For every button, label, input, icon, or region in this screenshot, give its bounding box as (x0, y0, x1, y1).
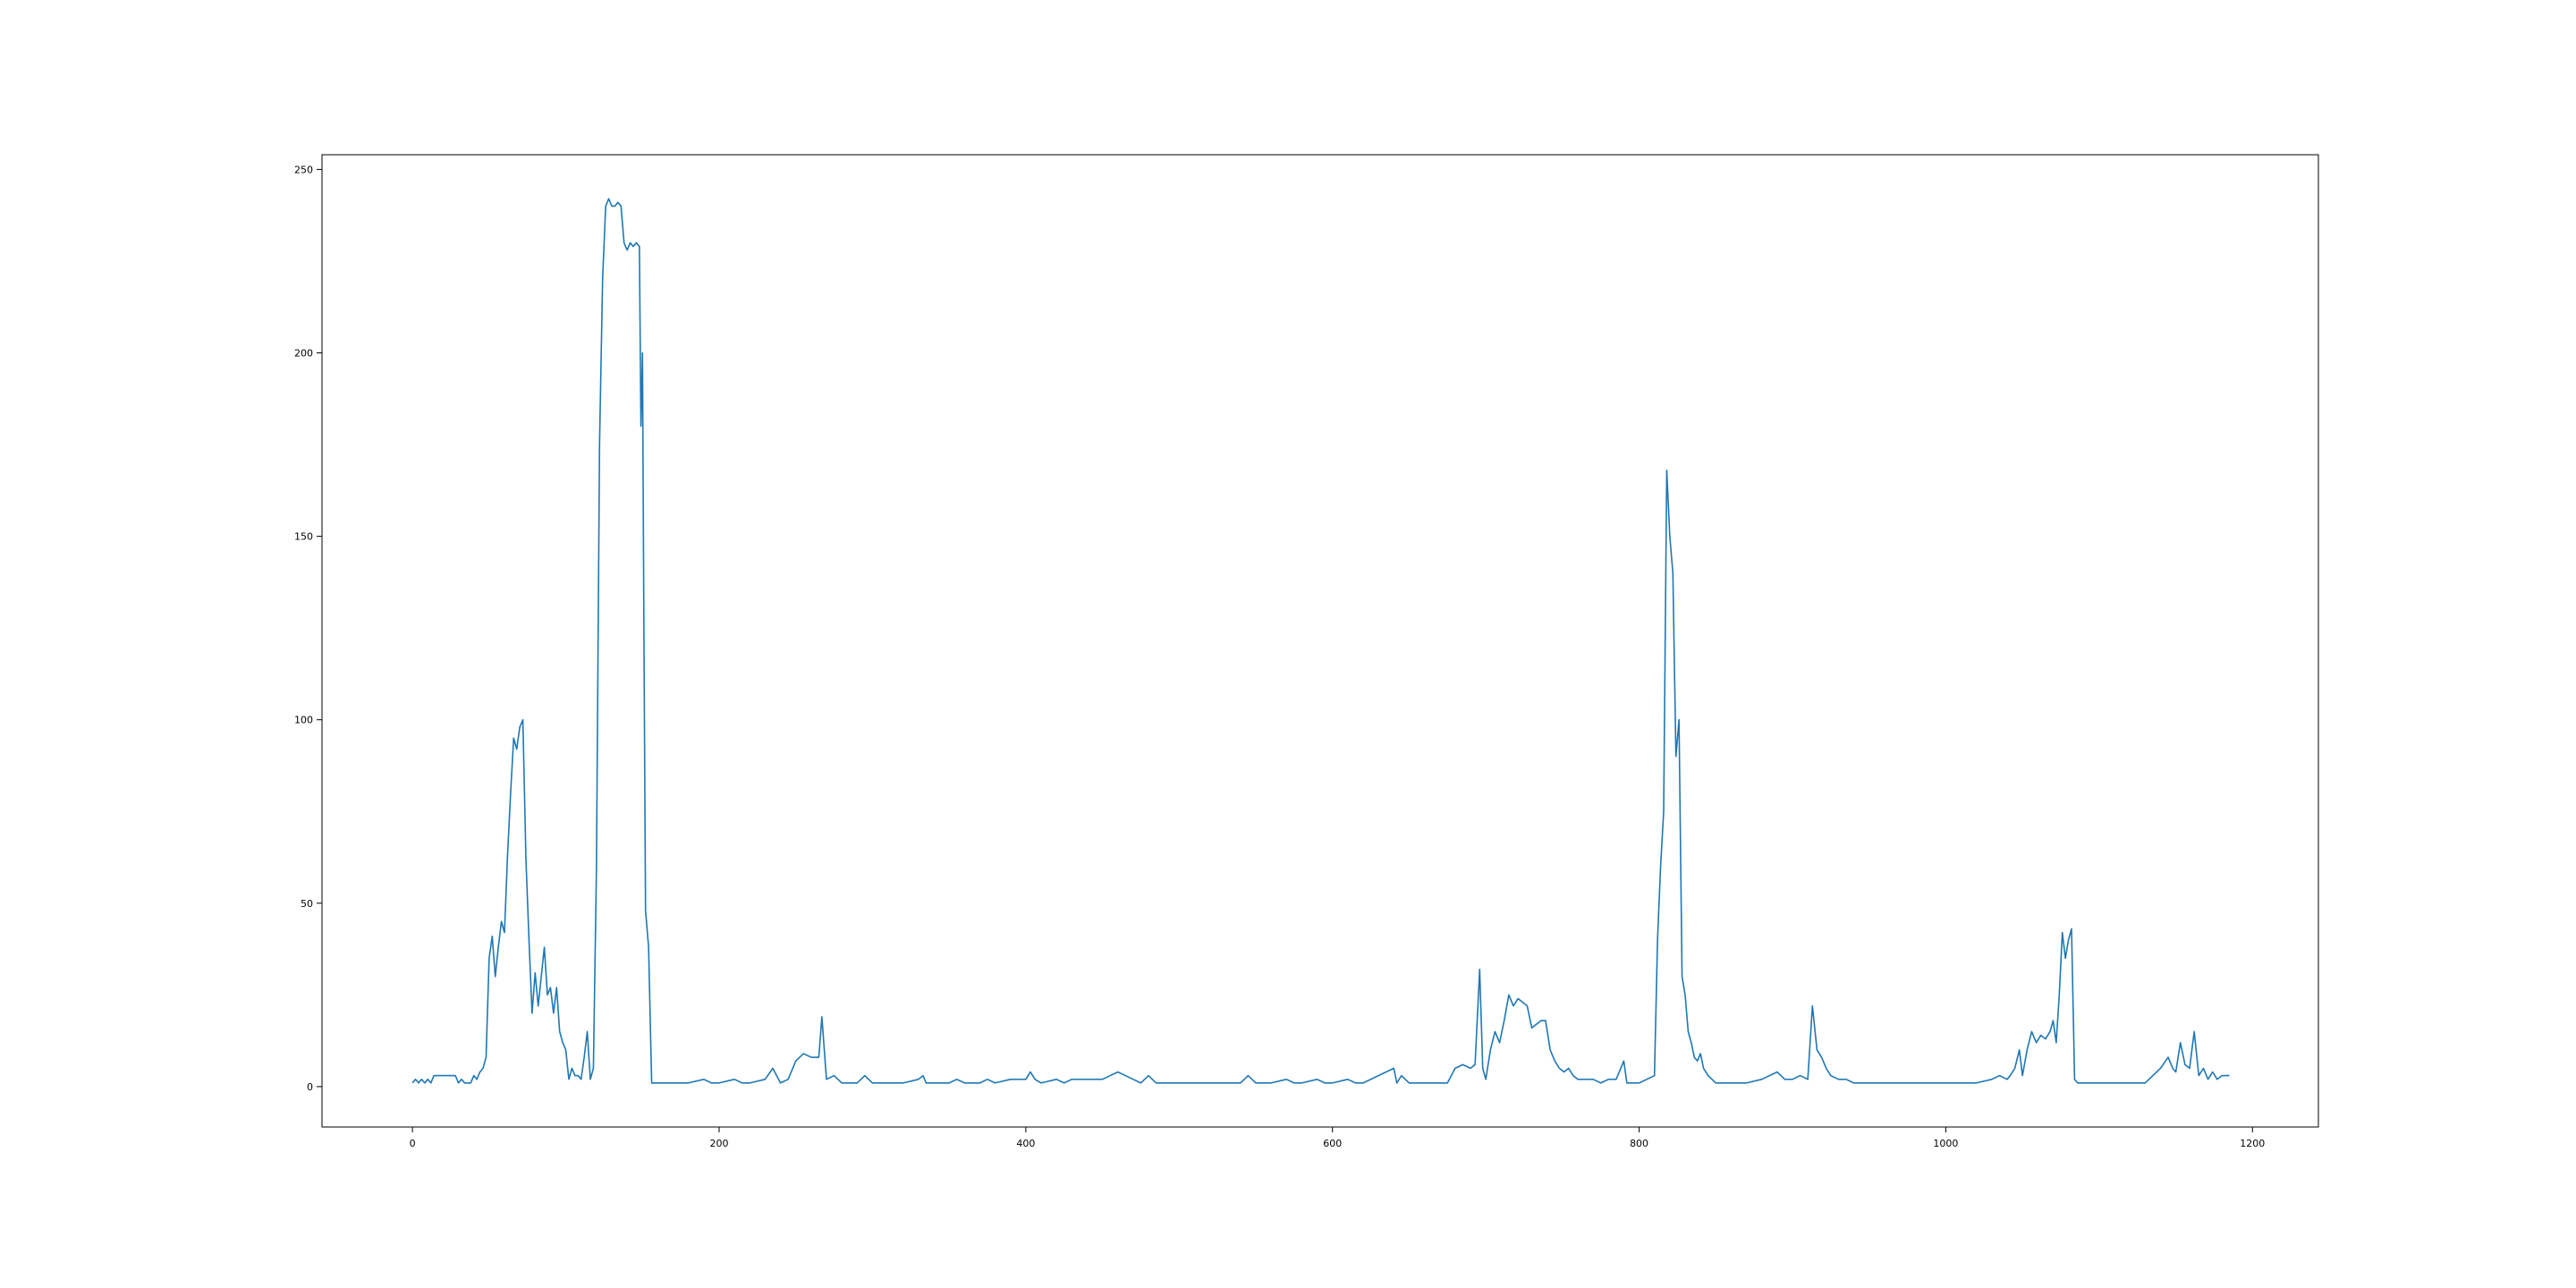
y-tick-label: 150 (294, 531, 313, 543)
x-tick-label: 800 (1630, 1138, 1648, 1149)
y-tick-label: 50 (301, 898, 313, 910)
series-layer (411, 198, 2230, 1084)
x-tick-label: 600 (1323, 1138, 1342, 1149)
x-tick-label: 1000 (1933, 1138, 1958, 1149)
x-tick-label: 400 (1016, 1138, 1035, 1149)
x-tick-label: 200 (710, 1138, 729, 1149)
y-tick-label: 0 (307, 1081, 313, 1093)
y-tick-label: 200 (294, 348, 313, 360)
x-tick-label: 1200 (2240, 1138, 2265, 1149)
y-tick-label: 100 (294, 715, 313, 726)
ticks-layer: 0 200 400 600 800 1000 1200 0 50 100 150 200 250 (294, 164, 2265, 1149)
y-tick-label: 250 (294, 164, 313, 175)
x-tick-label: 0 (410, 1138, 416, 1149)
plot-area (322, 155, 2318, 1127)
axes-frame (321, 154, 2319, 1128)
